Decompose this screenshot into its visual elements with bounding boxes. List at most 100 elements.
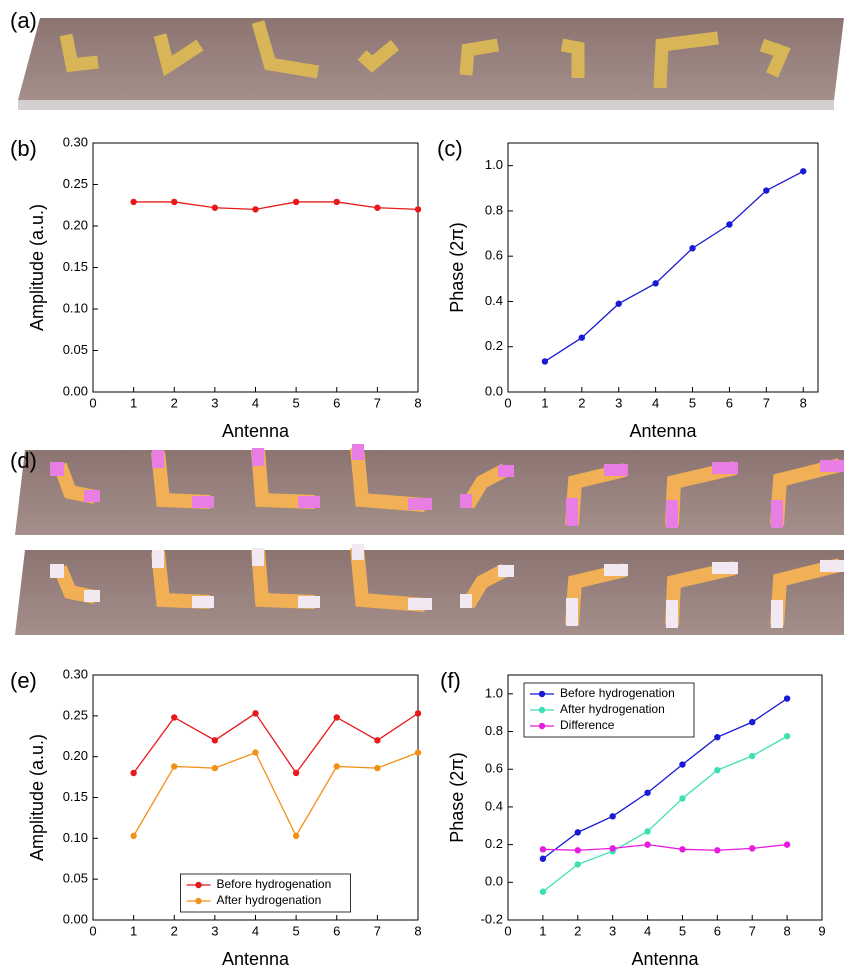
- data-point: [578, 334, 586, 341]
- x-tick-label: 1: [539, 923, 546, 938]
- y-axis-label: Amplitude (a.u.): [27, 734, 47, 861]
- data-point: [615, 300, 622, 307]
- x-tick-label: 3: [609, 923, 616, 938]
- x-tick-label: 0: [504, 923, 511, 938]
- x-tick-label: 6: [333, 923, 340, 938]
- x-tick-label: 6: [726, 395, 733, 410]
- y-tick-label: 0.2: [485, 836, 503, 851]
- legend-marker: [538, 706, 546, 714]
- data-point: [644, 828, 651, 835]
- y-axis-label: Phase (2π): [447, 222, 467, 312]
- panel-label: (a): [10, 8, 37, 33]
- data-point: [574, 847, 581, 854]
- panel-label: (d): [10, 448, 37, 473]
- x-tick-label: 2: [171, 923, 178, 938]
- y-tick-label: 1.0: [485, 685, 503, 700]
- legend-box: [180, 873, 351, 913]
- data-point: [609, 845, 616, 852]
- y-tick-label: 1.0: [485, 157, 503, 172]
- y-tick-label: 0.25: [63, 707, 88, 722]
- data-point: [644, 789, 651, 796]
- x-tick-label: 7: [763, 395, 770, 410]
- data-point: [726, 221, 733, 228]
- legend-label: Difference: [560, 718, 615, 732]
- data-point: [414, 710, 422, 717]
- series-line: [542, 735, 788, 893]
- y-tick-label: 0.4: [485, 293, 503, 308]
- legend-marker: [538, 722, 546, 730]
- data-point: [292, 769, 300, 777]
- x-tick-label: 8: [800, 395, 807, 410]
- y-tick-label: 0.2: [485, 338, 503, 353]
- data-point: [783, 733, 791, 740]
- series-line: [133, 751, 419, 838]
- y-tick-label: -0.2: [481, 911, 503, 926]
- x-tick-label: 7: [374, 395, 381, 410]
- plot-frame: [507, 674, 823, 921]
- y-tick-label: 0.15: [63, 789, 88, 804]
- x-tick-label: 7: [374, 923, 381, 938]
- antenna-strip-d-bottom: [15, 544, 844, 635]
- y-tick-label: 0.00: [63, 383, 88, 398]
- series-line: [544, 170, 804, 362]
- x-tick-label: 0: [89, 923, 96, 938]
- data-point: [171, 763, 178, 770]
- data-point: [541, 358, 549, 365]
- data-point: [539, 855, 547, 862]
- antenna-strip-d-top: [15, 444, 844, 535]
- data-point: [714, 847, 721, 854]
- data-point: [292, 198, 300, 206]
- data-point: [374, 737, 381, 744]
- data-point: [652, 280, 659, 287]
- legend-marker: [195, 881, 202, 889]
- y-axis-label: Amplitude (a.u.): [27, 204, 47, 331]
- x-tick-label: 3: [211, 923, 218, 938]
- x-tick-label: 1: [130, 923, 137, 938]
- data-point: [130, 198, 137, 206]
- x-tick-label: 0: [89, 395, 96, 410]
- x-tick-label: 8: [414, 395, 421, 410]
- y-tick-label: 0.25: [63, 176, 88, 191]
- data-point: [414, 206, 422, 213]
- data-point: [333, 198, 340, 206]
- data-point: [211, 737, 219, 744]
- x-tick-label: 6: [333, 395, 340, 410]
- data-point: [689, 245, 696, 252]
- data-point: [333, 763, 340, 770]
- data-point: [714, 766, 721, 774]
- data-point: [414, 749, 422, 756]
- x-tick-label: 0: [504, 395, 511, 410]
- panel-label: (f): [440, 668, 461, 693]
- data-point: [800, 168, 807, 175]
- y-tick-label: 0.30: [63, 134, 88, 149]
- y-tick-label: 0.6: [485, 248, 503, 263]
- data-point: [252, 710, 259, 717]
- panel-label: (c): [437, 136, 463, 161]
- data-point: [749, 845, 756, 852]
- data-point: [374, 204, 381, 211]
- x-tick-label: 6: [714, 923, 721, 938]
- data-point: [574, 829, 581, 836]
- data-point: [714, 733, 721, 741]
- data-point: [644, 841, 651, 848]
- data-point: [783, 695, 791, 702]
- x-tick-label: 4: [252, 395, 259, 410]
- y-tick-label: 0.0: [485, 383, 503, 398]
- legend-label: After hydrogenation: [560, 702, 665, 716]
- data-point: [252, 749, 259, 756]
- y-tick-label: 0.05: [63, 342, 88, 357]
- x-tick-label: 5: [293, 923, 300, 938]
- y-axis-label: Phase (2π): [447, 752, 467, 842]
- x-tick-label: 2: [171, 395, 178, 410]
- series-line: [542, 843, 788, 851]
- x-tick-label: 4: [652, 395, 659, 410]
- x-tick-label: 5: [679, 923, 686, 938]
- legend-label: Before hydrogenation: [560, 686, 675, 700]
- x-tick-label: 5: [293, 395, 300, 410]
- x-tick-label: 4: [252, 923, 259, 938]
- data-point: [211, 764, 219, 772]
- data-point: [783, 841, 791, 848]
- y-tick-label: 0.10: [63, 300, 88, 315]
- data-point: [679, 761, 686, 768]
